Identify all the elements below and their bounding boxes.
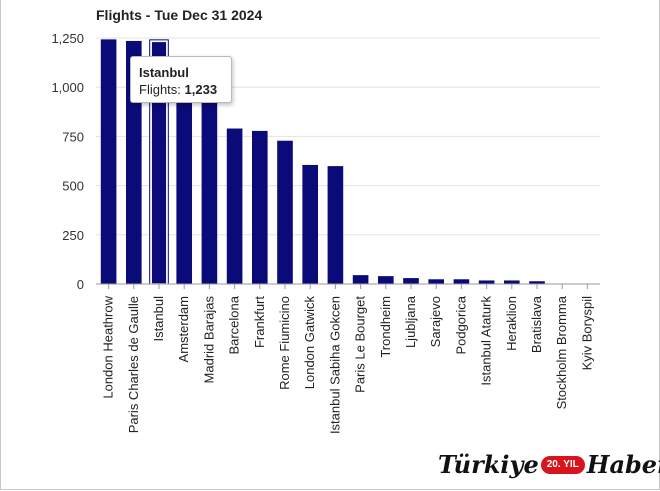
chart-title: Flights - Tue Dec 31 2024 bbox=[96, 7, 263, 23]
x-tick-label: London Heathrow bbox=[101, 295, 116, 398]
x-tick-label: Sarajevo bbox=[428, 296, 443, 347]
y-tick-label: 250 bbox=[62, 228, 84, 243]
x-tick-label: Paris Le Bourget bbox=[353, 296, 368, 393]
watermark-left: Türkiye bbox=[438, 450, 539, 479]
watermark-right: Haberci bbox=[586, 450, 660, 479]
bar-sarajevo[interactable] bbox=[428, 279, 445, 284]
x-tick-label: Madrid Barajas bbox=[201, 296, 216, 384]
x-tick-label: Trondheim bbox=[378, 296, 393, 358]
bar-trondheim[interactable] bbox=[377, 276, 394, 284]
x-tick-label: Istanbul Sabiha Gokcen bbox=[327, 296, 342, 434]
y-tick-label: 1,000 bbox=[51, 80, 84, 95]
bar-bratislava[interactable] bbox=[529, 281, 545, 284]
bar-istanbul-sabiha-gokcen[interactable] bbox=[327, 166, 344, 284]
bar-frankfurt[interactable] bbox=[251, 130, 268, 284]
x-tick-label: Heraklion bbox=[504, 296, 519, 351]
bar-istanbul-ataturk[interactable] bbox=[478, 280, 495, 284]
x-tick-label: Podgorica bbox=[453, 295, 468, 354]
y-tick-label: 500 bbox=[62, 179, 84, 194]
x-tick-label: Stockholm Bromma bbox=[554, 295, 569, 409]
x-tick-label: Istanbul Ataturk bbox=[479, 296, 494, 386]
bar-london-heathrow[interactable] bbox=[100, 39, 117, 285]
bar-podgorica[interactable] bbox=[453, 279, 470, 284]
bar-london-gatwick[interactable] bbox=[302, 164, 319, 284]
tooltip-title: Istanbul bbox=[139, 65, 189, 80]
y-tick-label: 0 bbox=[77, 277, 84, 292]
bar-rome-fiumicino[interactable] bbox=[277, 140, 293, 284]
y-tick-label: 1,250 bbox=[51, 31, 84, 46]
bar-ljubljana[interactable] bbox=[403, 278, 419, 284]
tooltip-line: Flights: 1,233 bbox=[139, 81, 223, 98]
watermark-badge: 20. YIL bbox=[540, 455, 585, 474]
tooltip-value: 1,233 bbox=[184, 82, 218, 97]
x-tick-label: Kyiv Boryspil bbox=[579, 296, 594, 371]
x-tick-label: Istanbul bbox=[151, 296, 166, 342]
bar-tooltip: Istanbul Flights: 1,233 bbox=[130, 56, 232, 103]
x-tick-label: Rome Fiumicino bbox=[277, 296, 292, 390]
bar-barcelona[interactable] bbox=[226, 128, 243, 284]
x-axis-ticks: London Heathrow Paris Charles de Gaulle Is… bbox=[101, 284, 594, 434]
bar-paris-le-bourget[interactable] bbox=[352, 275, 369, 284]
y-axis-ticks: 0 250 500 750 1,000 1,250 bbox=[51, 31, 84, 292]
tooltip-label: Flights: bbox=[139, 82, 185, 97]
x-tick-label: Amsterdam bbox=[176, 296, 191, 362]
y-tick-label: 750 bbox=[62, 129, 84, 144]
x-tick-label: Paris Charles de Gaulle bbox=[126, 296, 141, 433]
x-tick-label: Barcelona bbox=[227, 295, 242, 354]
bar-madrid-barajas[interactable] bbox=[201, 81, 218, 285]
x-tick-label: London Gatwick bbox=[302, 296, 317, 390]
x-tick-label: Ljubljana bbox=[403, 295, 418, 348]
x-tick-label: Bratislava bbox=[529, 295, 544, 353]
bar-amsterdam[interactable] bbox=[176, 59, 193, 285]
x-tick-label: Frankfurt bbox=[252, 296, 267, 348]
bar-heraklion[interactable] bbox=[503, 280, 520, 284]
